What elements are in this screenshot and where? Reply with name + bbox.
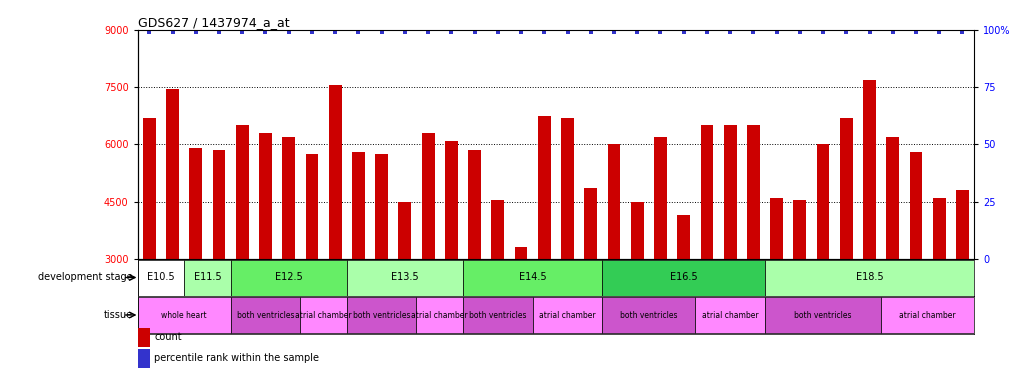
Bar [769, 198, 783, 259]
Text: E10.5: E10.5 [147, 273, 174, 282]
Bar [880, 297, 973, 333]
Bar [352, 152, 365, 259]
Bar [677, 215, 690, 259]
Bar [212, 150, 225, 259]
Text: E12.5: E12.5 [274, 273, 303, 282]
Bar [537, 116, 550, 259]
Bar [515, 248, 527, 259]
Bar [463, 297, 532, 333]
Bar [816, 144, 828, 259]
Text: both ventricles: both ventricles [236, 310, 293, 320]
Bar [560, 118, 574, 259]
Bar [630, 202, 643, 259]
Bar [793, 200, 805, 259]
Bar [764, 260, 973, 296]
Bar [184, 260, 230, 296]
Text: E16.5: E16.5 [669, 273, 697, 282]
Bar [375, 154, 387, 259]
Bar [468, 150, 481, 259]
Bar [932, 198, 945, 259]
Bar [653, 137, 666, 259]
Text: atrial chamber: atrial chamber [294, 310, 352, 320]
Bar [723, 125, 736, 259]
Text: GDS627 / 1437974_a_at: GDS627 / 1437974_a_at [138, 16, 289, 29]
Bar [259, 133, 272, 259]
Bar [306, 154, 318, 259]
Bar [300, 297, 346, 333]
Bar [532, 297, 602, 333]
Text: both ventricles: both ventricles [794, 310, 851, 320]
Bar [463, 260, 602, 296]
Text: atrial chamber: atrial chamber [899, 310, 955, 320]
Bar [700, 125, 712, 259]
Bar [282, 137, 294, 259]
Bar [695, 297, 764, 333]
Bar [764, 297, 880, 333]
Bar [839, 118, 852, 259]
Text: E14.5: E14.5 [519, 273, 546, 282]
Text: atrial chamber: atrial chamber [539, 310, 595, 320]
Text: percentile rank within the sample: percentile rank within the sample [154, 353, 319, 363]
Bar [328, 85, 341, 259]
Text: atrial chamber: atrial chamber [411, 310, 468, 320]
Text: count: count [154, 333, 181, 342]
Bar [138, 297, 230, 333]
Bar [166, 89, 178, 259]
Bar [143, 118, 156, 259]
Bar [584, 188, 596, 259]
Bar [746, 125, 759, 259]
Bar [235, 125, 249, 259]
Text: both ventricles: both ventricles [620, 310, 677, 320]
Text: both ventricles: both ventricles [353, 310, 410, 320]
Bar [862, 80, 875, 259]
Bar [421, 133, 434, 259]
Text: E18.5: E18.5 [855, 273, 882, 282]
Bar [886, 137, 899, 259]
Bar [138, 328, 150, 347]
Bar [230, 297, 300, 333]
Bar [138, 260, 184, 296]
Bar [444, 141, 458, 259]
Text: atrial chamber: atrial chamber [701, 310, 758, 320]
Text: both ventricles: both ventricles [469, 310, 526, 320]
Bar [230, 260, 346, 296]
Text: tissue: tissue [103, 310, 132, 320]
Bar [346, 297, 416, 333]
Bar [602, 297, 695, 333]
Bar [346, 260, 463, 296]
Bar [955, 190, 968, 259]
Bar [138, 349, 150, 368]
Bar [607, 144, 620, 259]
Bar [909, 152, 921, 259]
Bar [602, 260, 764, 296]
Text: E11.5: E11.5 [194, 273, 221, 282]
Text: whole heart: whole heart [161, 310, 207, 320]
Bar [190, 148, 202, 259]
Bar [398, 202, 411, 259]
Text: development stage: development stage [38, 273, 132, 282]
Bar [491, 200, 503, 259]
Bar [416, 297, 463, 333]
Text: E13.5: E13.5 [390, 273, 418, 282]
